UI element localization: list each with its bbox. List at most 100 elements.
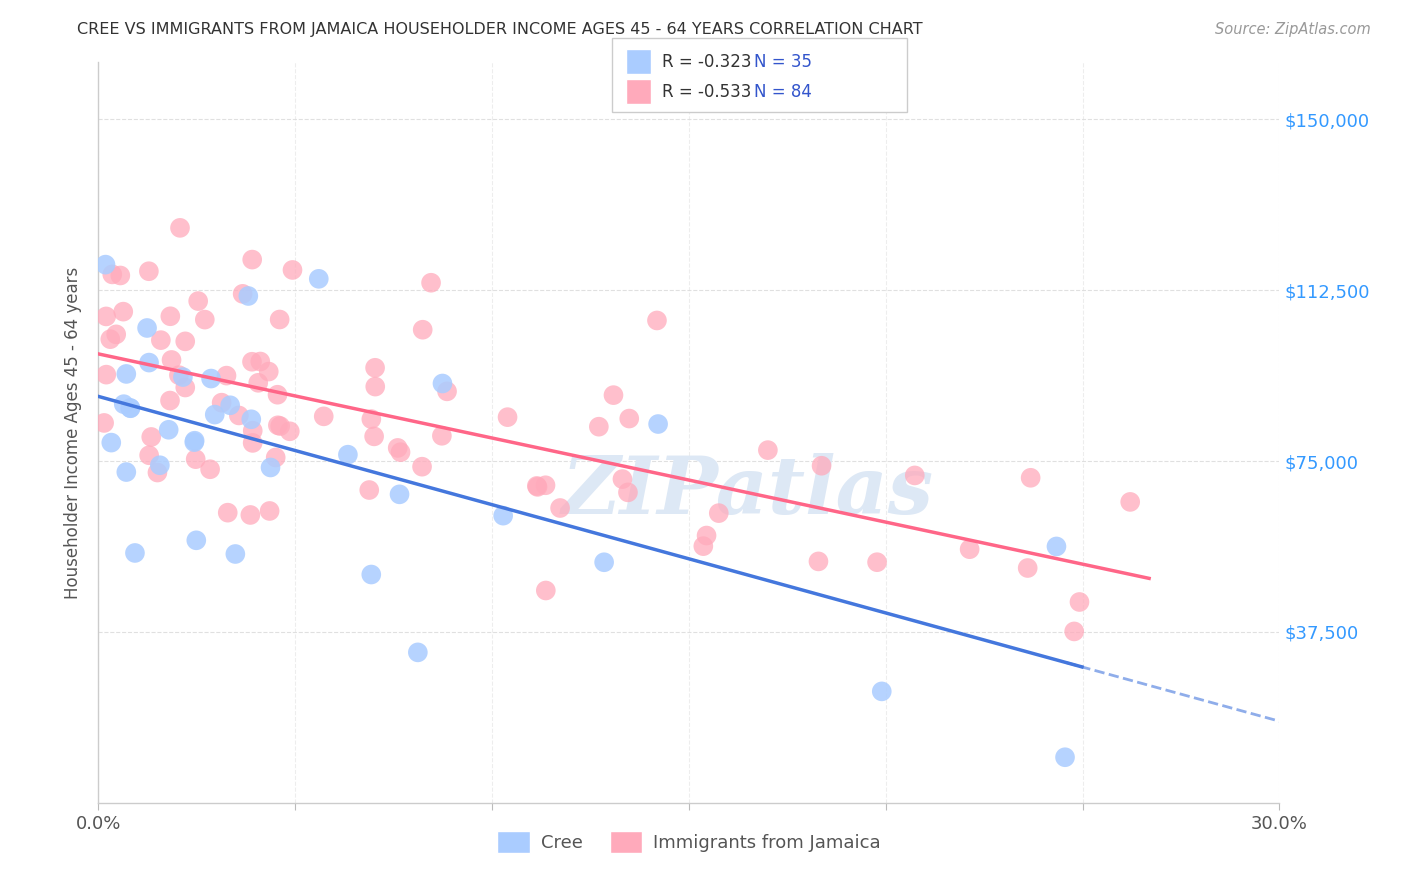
Point (183, 434, 205, 448)
Point (259, 460, 281, 475)
Point (138, 448, 160, 462)
Point (228, 409, 250, 423)
Point (360, 412, 382, 426)
Point (200, 371, 222, 385)
Text: N = 35: N = 35 (754, 53, 811, 70)
Point (866, 555, 889, 569)
Point (198, 462, 221, 476)
Point (240, 252, 263, 267)
Point (1017, 561, 1039, 575)
Point (172, 370, 194, 384)
Point (534, 478, 557, 492)
Point (1119, 495, 1142, 509)
Point (492, 508, 515, 523)
Text: CREE VS IMMIGRANTS FROM JAMAICA HOUSEHOLDER INCOME AGES 45 - 64 YEARS CORRELATIO: CREE VS IMMIGRANTS FROM JAMAICA HOUSEHOL… (77, 22, 922, 37)
Point (257, 365, 280, 379)
Point (619, 411, 641, 425)
Point (259, 504, 281, 518)
Point (707, 506, 730, 520)
Point (242, 436, 264, 450)
Point (696, 528, 718, 542)
Legend: Cree, Immigrants from Jamaica: Cree, Immigrants from Jamaica (491, 824, 887, 861)
Point (388, 487, 411, 501)
Point (430, 429, 453, 443)
Text: R = -0.533: R = -0.533 (662, 83, 768, 101)
Point (870, 684, 893, 698)
Point (112, 397, 135, 411)
Point (242, 424, 264, 438)
Point (593, 555, 616, 569)
Point (184, 452, 207, 467)
Point (215, 368, 238, 383)
Text: ZIPatlas: ZIPatlas (562, 453, 934, 531)
Point (224, 547, 246, 561)
Point (240, 412, 263, 426)
Point (112, 304, 135, 318)
Point (211, 395, 233, 409)
Point (186, 533, 208, 548)
Point (194, 312, 217, 326)
Point (432, 376, 454, 391)
Point (138, 355, 160, 369)
Point (101, 268, 124, 282)
Point (588, 419, 610, 434)
Point (238, 289, 260, 303)
Point (959, 542, 981, 557)
Point (115, 367, 138, 381)
Point (267, 418, 290, 433)
Point (136, 321, 159, 335)
Point (149, 333, 172, 347)
Point (149, 458, 172, 473)
Point (360, 567, 382, 582)
Point (647, 417, 669, 431)
Text: Source: ZipAtlas.com: Source: ZipAtlas.com (1215, 22, 1371, 37)
Point (204, 408, 226, 422)
Point (159, 310, 181, 324)
Point (807, 554, 830, 568)
Point (160, 353, 183, 368)
Y-axis label: Householder Income Ages 45 - 64 years: Householder Income Ages 45 - 64 years (65, 267, 83, 599)
Point (167, 368, 190, 383)
Point (174, 334, 197, 349)
Point (810, 458, 832, 473)
Point (1053, 750, 1076, 764)
Point (406, 645, 429, 659)
Point (1019, 471, 1042, 485)
Point (183, 435, 205, 450)
Point (249, 354, 271, 368)
Point (612, 472, 634, 486)
Point (420, 276, 443, 290)
Point (157, 423, 180, 437)
Point (110, 268, 132, 283)
Point (359, 483, 381, 497)
Point (645, 313, 668, 327)
Point (1045, 540, 1067, 554)
Point (94, 258, 117, 272)
Point (232, 286, 254, 301)
Point (94, 310, 117, 324)
Point (364, 360, 387, 375)
Point (269, 312, 291, 326)
Point (120, 401, 142, 415)
Point (412, 323, 434, 337)
Point (756, 443, 779, 458)
Point (217, 506, 239, 520)
Point (138, 264, 160, 278)
Point (141, 430, 163, 444)
Point (219, 398, 242, 412)
Point (269, 419, 291, 434)
Point (278, 425, 301, 439)
Text: N = 84: N = 84 (754, 83, 811, 101)
Point (692, 539, 714, 553)
Point (239, 508, 262, 522)
Point (169, 220, 191, 235)
Point (602, 388, 624, 402)
Point (100, 435, 122, 450)
Point (281, 263, 304, 277)
Point (526, 479, 548, 493)
Point (174, 380, 197, 394)
Point (120, 401, 142, 416)
Point (115, 465, 138, 479)
Point (105, 327, 128, 342)
Point (389, 445, 412, 459)
